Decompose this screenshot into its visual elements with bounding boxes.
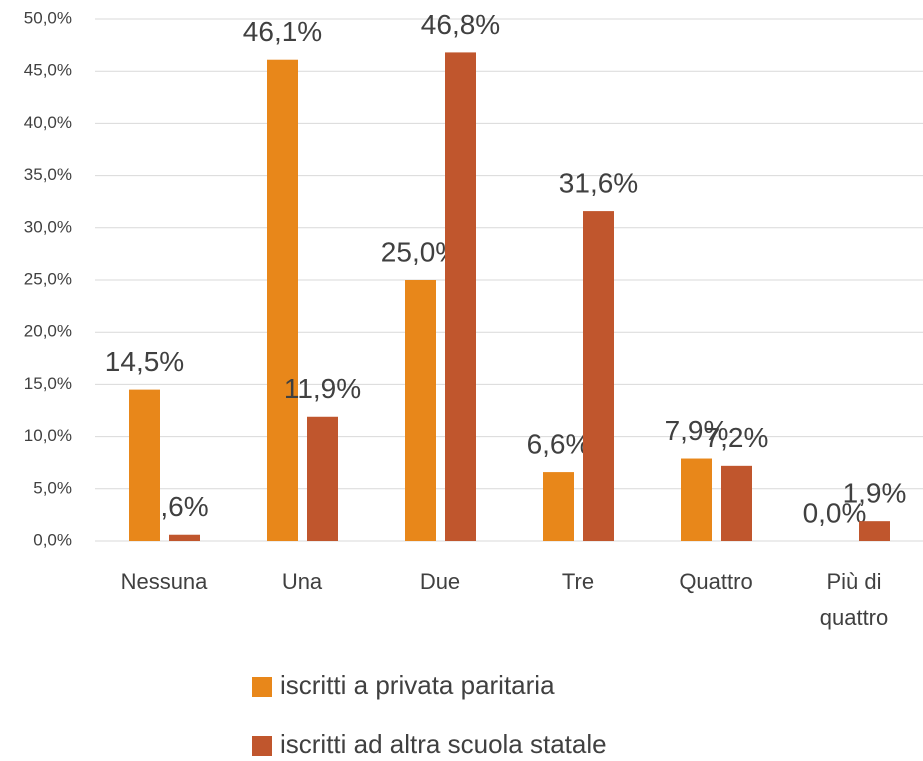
bar [543,472,574,541]
data-label: 1,9% [843,478,907,509]
x-tick-label: Quattro [679,569,753,594]
bar [267,59,298,541]
legend-label: iscritti ad altra scuola statale [280,729,607,759]
x-tick-label: Due [419,569,461,594]
bar [721,465,752,541]
data-label: 11,9% [284,373,361,404]
y-tick-label: 30,0% [24,217,72,236]
data-label: 7,2% [705,422,769,453]
data-label: 46,8% [421,9,500,40]
x-tick-label: Una [281,569,323,594]
bar [583,211,614,541]
y-tick-label: 5,0% [33,478,72,497]
bar [445,52,476,542]
y-tick-label: 0,0% [33,530,72,549]
data-label: ,6% [160,491,208,522]
y-tick-label: 35,0% [24,165,72,184]
bar [307,416,338,541]
data-label: 46,1% [243,16,322,47]
legend-swatch [252,677,272,697]
data-label: 14,5% [105,346,184,377]
legend-swatch [252,736,272,756]
data-label: 0,0% [803,497,867,528]
y-tick-label: 25,0% [24,269,72,288]
bar [129,389,160,541]
y-tick-label: 45,0% [24,61,72,80]
legend-label: iscritti a privata paritaria [280,670,555,700]
bar [405,280,436,541]
y-tick-label: 15,0% [24,374,72,393]
bar [859,521,890,541]
x-tick-label: Nessuna [120,569,208,594]
data-label: 31,6% [559,167,638,198]
y-tick-label: 50,0% [24,8,72,27]
bar [681,458,712,541]
x-tick-label: Tre [561,569,595,594]
x-tick-label: Più di quattro [819,569,889,630]
data-label: 6,6% [527,428,591,459]
bar [169,534,200,541]
y-tick-label: 40,0% [24,113,72,132]
y-tick-label: 10,0% [24,426,72,445]
y-tick-label: 20,0% [24,322,72,341]
data-label: 7,9% [665,415,729,446]
